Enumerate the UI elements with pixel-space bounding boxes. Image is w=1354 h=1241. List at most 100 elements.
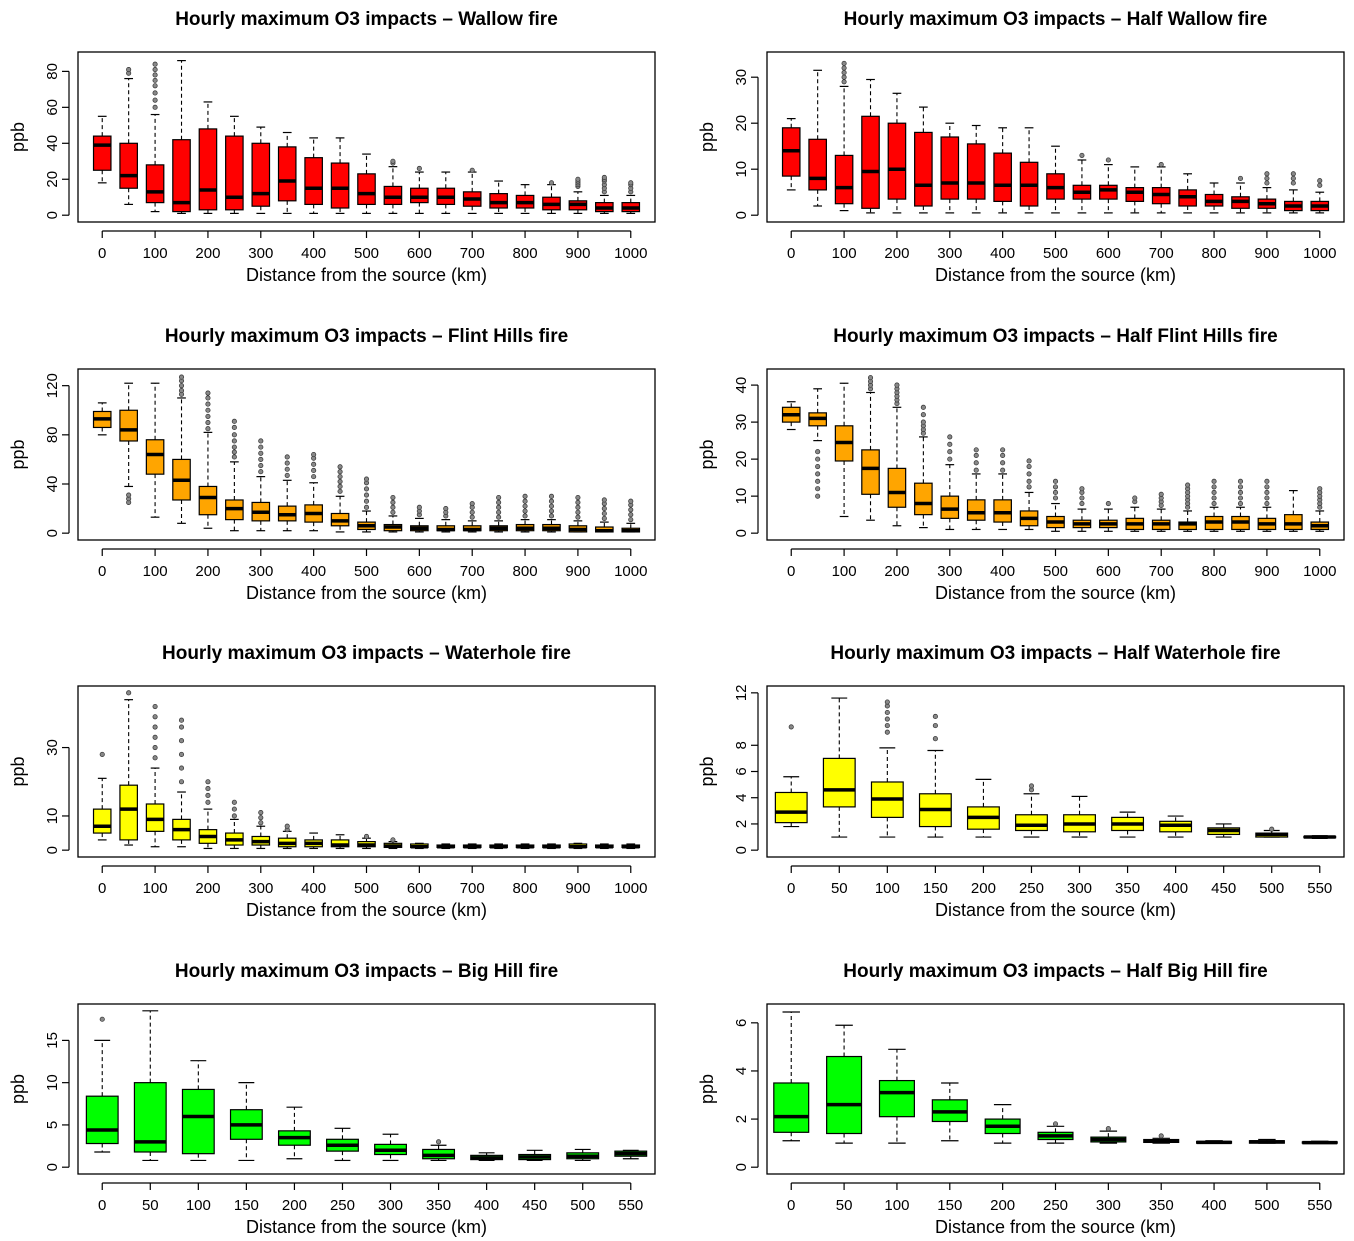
outlier-point xyxy=(311,461,317,467)
outlier-point xyxy=(1264,500,1270,507)
plot-frame xyxy=(77,685,656,858)
outlier-point xyxy=(1317,486,1323,492)
x-tick-label: 400 xyxy=(474,1197,499,1214)
x-tick-label: 800 xyxy=(513,880,538,897)
box-200 xyxy=(198,390,218,529)
chart-title: Hourly maximum O3 impacts – Flint Hills … xyxy=(165,326,568,347)
y-tick-label: 30 xyxy=(733,69,750,86)
outlier-point xyxy=(548,513,555,519)
box-500 xyxy=(566,1148,600,1162)
y-tick-label: 10 xyxy=(44,1074,61,1091)
x-tick-label: 150 xyxy=(937,1197,962,1214)
box-0 xyxy=(781,117,801,191)
x-tick-label: 800 xyxy=(513,245,538,262)
outlier-point xyxy=(205,786,211,792)
outlier-point xyxy=(522,513,528,519)
outlier-point xyxy=(469,167,475,173)
box-400 xyxy=(304,832,323,850)
outlier-point xyxy=(628,180,634,186)
outlier-point xyxy=(284,823,290,829)
box-750 xyxy=(489,494,508,533)
outlier-point xyxy=(496,504,502,510)
outlier-point xyxy=(1026,484,1032,490)
box-700 xyxy=(462,167,482,215)
box-550 xyxy=(1072,152,1092,214)
box-600 xyxy=(1099,157,1118,214)
outlier-point xyxy=(1290,175,1296,181)
outlier-point xyxy=(363,492,370,498)
y-axis-label: ppb xyxy=(697,122,717,152)
y-tick-label: 2 xyxy=(733,820,750,828)
outlier-point xyxy=(390,494,396,501)
x-tick-label: 300 xyxy=(937,563,962,580)
outlier-point xyxy=(884,709,890,716)
outlier-point xyxy=(337,469,343,475)
y-tick-label: 0 xyxy=(733,1163,750,1171)
box-iqr xyxy=(808,138,827,191)
x-tick-label: 300 xyxy=(1067,880,1092,897)
box-150 xyxy=(918,713,952,838)
box-500 xyxy=(357,833,376,850)
outlier-point xyxy=(152,755,158,761)
box-1000 xyxy=(1310,486,1330,532)
outlier-point xyxy=(548,498,555,504)
outlier-point xyxy=(601,174,607,180)
box-iqr xyxy=(773,1082,810,1133)
chart-panel-2: Hourly maximum O3 impacts – Half Wallow … xyxy=(697,9,1345,285)
box-100 xyxy=(834,382,854,518)
box-500 xyxy=(1255,826,1289,838)
outlier-point xyxy=(841,60,847,66)
box-700 xyxy=(1151,162,1171,214)
box-iqr xyxy=(172,139,191,213)
outlier-point xyxy=(231,432,237,438)
x-tick-label: 250 xyxy=(330,1197,355,1214)
x-tick-label: 1000 xyxy=(614,245,647,262)
outlier-point xyxy=(152,734,158,740)
x-tick-label: 600 xyxy=(407,563,432,580)
box-600 xyxy=(1099,500,1118,532)
outlier-point xyxy=(231,418,237,424)
x-tick-label: 350 xyxy=(1115,880,1140,897)
outlier-point xyxy=(205,395,211,401)
x-axis-label: Distance from the source (km) xyxy=(935,265,1176,285)
box-iqr xyxy=(1015,814,1048,832)
outlier-point xyxy=(947,456,953,462)
y-tick-label: 60 xyxy=(44,99,61,116)
box-iqr xyxy=(225,135,244,211)
box-iqr xyxy=(119,784,138,841)
outlier-point xyxy=(258,815,264,821)
box-iqr xyxy=(822,757,856,808)
x-tick-label: 300 xyxy=(248,880,273,897)
box-250 xyxy=(326,1127,359,1162)
outlier-point xyxy=(178,383,185,389)
box-400 xyxy=(1159,815,1193,838)
outlier-point xyxy=(205,413,211,419)
x-tick-label: 200 xyxy=(971,880,996,897)
box-1000 xyxy=(621,180,641,215)
outlier-point xyxy=(1211,489,1217,495)
x-tick-label: 0 xyxy=(98,245,106,262)
box-650 xyxy=(1125,166,1145,214)
box-iqr xyxy=(119,409,138,442)
outlier-point xyxy=(416,165,422,172)
y-tick-label: 0 xyxy=(44,846,61,854)
box-iqr xyxy=(834,154,854,205)
outlier-point xyxy=(548,493,555,499)
outlier-point xyxy=(1026,458,1032,464)
outlier-point xyxy=(884,699,890,705)
outlier-point xyxy=(284,466,290,472)
outlier-point xyxy=(205,799,211,805)
outlier-point xyxy=(496,499,502,505)
x-tick-label: 200 xyxy=(195,245,220,262)
x-tick-label: 0 xyxy=(787,245,795,262)
box-1000 xyxy=(621,843,641,850)
box-800 xyxy=(1204,182,1224,214)
outlier-point xyxy=(436,1139,442,1145)
y-tick-label: 10 xyxy=(733,488,750,505)
box-100 xyxy=(834,60,854,212)
outlier-point xyxy=(1317,178,1323,184)
box-350 xyxy=(966,124,986,214)
x-tick-label: 200 xyxy=(884,245,909,262)
box-iqr xyxy=(489,193,508,209)
x-tick-label: 700 xyxy=(1149,563,1174,580)
